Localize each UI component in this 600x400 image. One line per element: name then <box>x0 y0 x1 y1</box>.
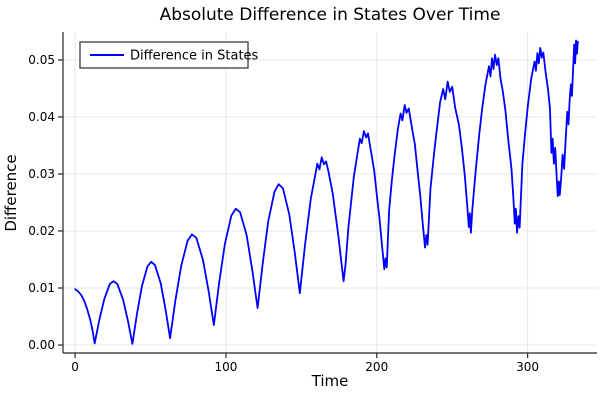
y-tick-label: 0.00 <box>28 338 55 352</box>
y-axis-label: Difference <box>2 154 20 231</box>
y-tick-label: 0.04 <box>28 110 55 124</box>
x-axis-ticks: 0 100 200 300 <box>71 353 539 374</box>
x-tick-label: 300 <box>516 360 539 374</box>
x-axis-label: Time <box>311 372 349 390</box>
x-tick-label: 200 <box>365 360 388 374</box>
x-tick-label: 0 <box>71 360 79 374</box>
difference-series-line <box>74 39 579 345</box>
y-tick-label: 0.05 <box>28 53 55 67</box>
y-tick-label: 0.03 <box>28 167 55 181</box>
axes <box>62 32 597 354</box>
chart-title: Absolute Difference in States Over Time <box>160 5 501 25</box>
x-tick-label: 100 <box>214 360 237 374</box>
y-tick-label: 0.02 <box>28 224 55 238</box>
legend-label: Difference in States <box>130 49 259 64</box>
y-axis-ticks: 0.00 0.01 0.02 0.03 0.04 0.05 <box>28 53 63 352</box>
legend: Difference in States <box>79 41 259 69</box>
gridlines <box>63 32 597 353</box>
y-tick-label: 0.01 <box>28 281 55 295</box>
